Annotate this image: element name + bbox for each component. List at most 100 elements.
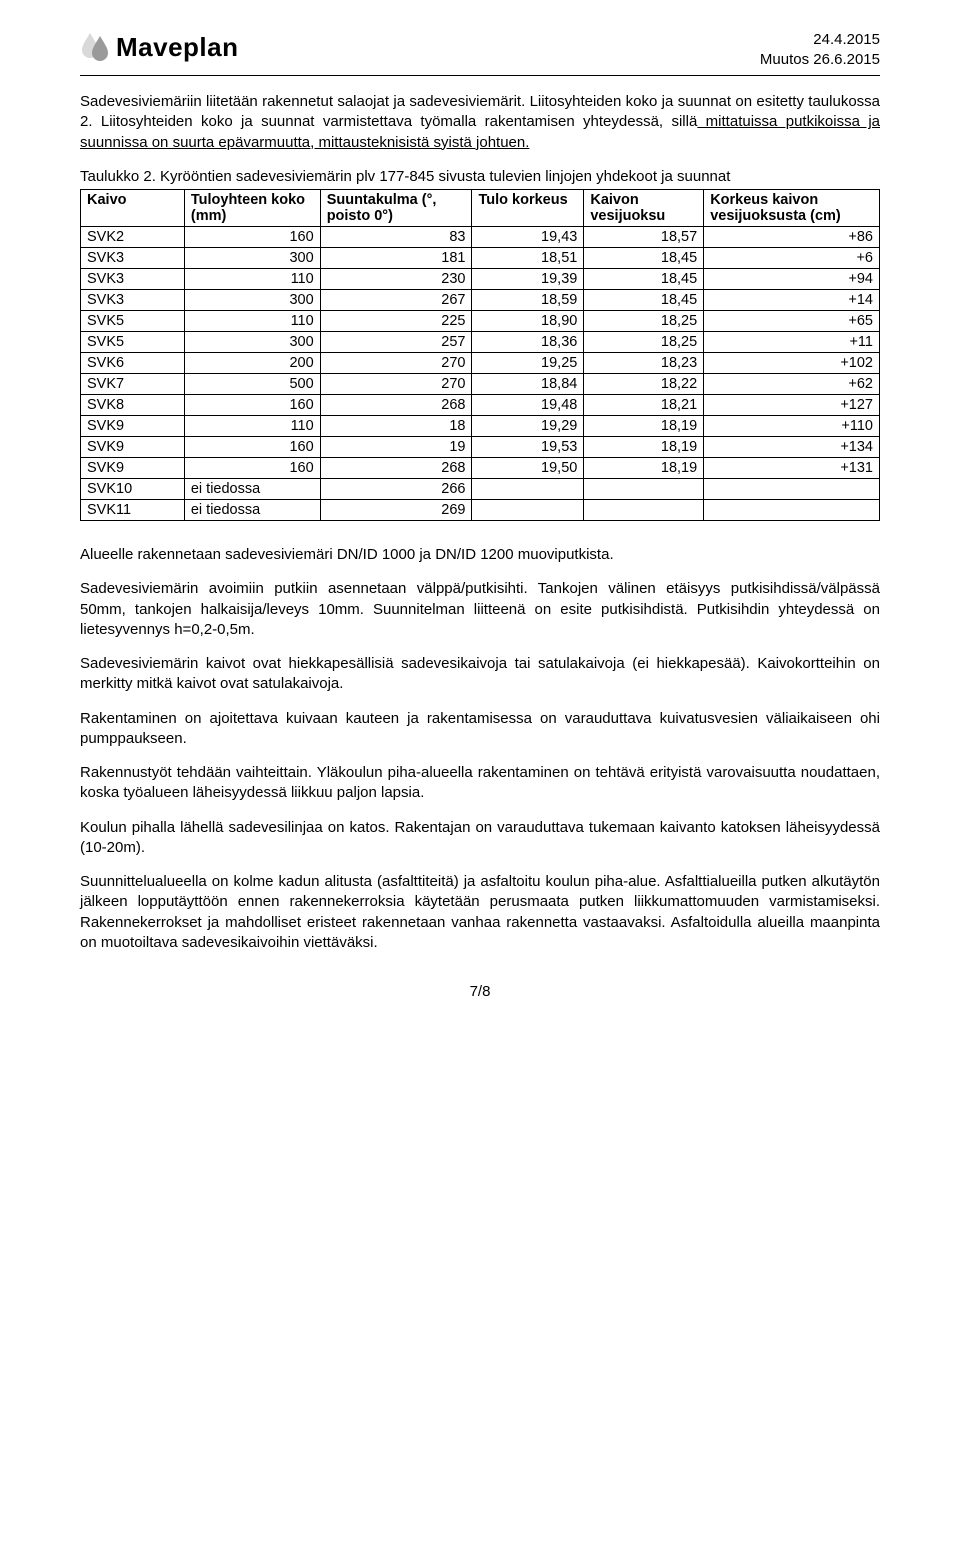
body-paragraph: Rakennustyöt tehdään vaihteittain. Yläko… <box>80 763 880 804</box>
table-cell <box>584 500 704 521</box>
table-cell: 18 <box>320 416 472 437</box>
table-cell: 18,45 <box>584 290 704 311</box>
table-row: SVK330018118,5118,45+6 <box>81 248 880 269</box>
body-paragraph: Sadevesiviemärin kaivot ovat hiekkapesäl… <box>80 654 880 695</box>
body-paragraph: Alueelle rakennetaan sadevesiviemäri DN/… <box>80 545 880 565</box>
table-cell: SVK9 <box>81 437 185 458</box>
brand-logo: Maveplan <box>80 30 239 64</box>
table-cell: 160 <box>184 227 320 248</box>
table-cell: SVK10 <box>81 479 185 500</box>
table-cell: 300 <box>184 248 320 269</box>
table-cell: 110 <box>184 311 320 332</box>
table-row: SVK620027019,2518,23+102 <box>81 353 880 374</box>
table-cell: 19,43 <box>472 227 584 248</box>
table-cell: 18,19 <box>584 416 704 437</box>
body-paragraph: Sadevesiviemärin avoimiin putkiin asenne… <box>80 579 880 640</box>
table-cell: 270 <box>320 353 472 374</box>
table-row: SVK91101819,2918,19+110 <box>81 416 880 437</box>
table-cell: 500 <box>184 374 320 395</box>
table-row: SVK916026819,5018,19+131 <box>81 458 880 479</box>
table-cell: ei tiedossa <box>184 500 320 521</box>
table-cell: 18,45 <box>584 248 704 269</box>
table-cell: 18,25 <box>584 311 704 332</box>
table-caption: Taulukko 2. Kyrööntien sadevesiviemärin … <box>80 167 880 187</box>
table-cell: +102 <box>704 353 880 374</box>
table-cell: 269 <box>320 500 472 521</box>
table-cell: 110 <box>184 416 320 437</box>
table-cell: +94 <box>704 269 880 290</box>
table-cell: 267 <box>320 290 472 311</box>
table-cell: 160 <box>184 395 320 416</box>
table-cell: 225 <box>320 311 472 332</box>
table-cell: SVK7 <box>81 374 185 395</box>
table-cell: 19,25 <box>472 353 584 374</box>
table-cell: +86 <box>704 227 880 248</box>
table-cell: 83 <box>320 227 472 248</box>
table-cell: SVK5 <box>81 332 185 353</box>
table-cell: +62 <box>704 374 880 395</box>
table-cell: 18,59 <box>472 290 584 311</box>
table-row: SVK530025718,3618,25+11 <box>81 332 880 353</box>
column-header: Kaivo <box>81 190 185 227</box>
table-cell: 266 <box>320 479 472 500</box>
column-header: Kaivon vesijuoksu <box>584 190 704 227</box>
body-paragraph: Koulun pihalla lähellä sadevesilinjaa on… <box>80 818 880 859</box>
table-row: SVK91601919,5318,19+134 <box>81 437 880 458</box>
header-dates: 24.4.2015 Muutos 26.6.2015 <box>760 30 880 69</box>
table-cell: 18,21 <box>584 395 704 416</box>
table-cell: 18,84 <box>472 374 584 395</box>
column-header: Tuloyhteen koko (mm) <box>184 190 320 227</box>
table-cell: +6 <box>704 248 880 269</box>
table-cell: 18,19 <box>584 458 704 479</box>
table-cell: 200 <box>184 353 320 374</box>
table-cell: 18,23 <box>584 353 704 374</box>
table-cell: SVK9 <box>81 416 185 437</box>
table-row: SVK511022518,9018,25+65 <box>81 311 880 332</box>
table-row: SVK816026819,4818,21+127 <box>81 395 880 416</box>
table-cell: 18,51 <box>472 248 584 269</box>
table-cell: SVK6 <box>81 353 185 374</box>
table-cell: SVK8 <box>81 395 185 416</box>
table-cell: 19,29 <box>472 416 584 437</box>
date-revision: Muutos 26.6.2015 <box>760 50 880 70</box>
column-header: Korkeus kaivon vesijuoksusta (cm) <box>704 190 880 227</box>
table-row: SVK750027018,8418,22+62 <box>81 374 880 395</box>
table-cell <box>584 479 704 500</box>
table-cell: 160 <box>184 437 320 458</box>
droplet-icon <box>80 30 110 64</box>
body-paragraph: Rakentaminen on ajoitettava kuivaan kaut… <box>80 709 880 750</box>
table-cell: ei tiedossa <box>184 479 320 500</box>
table-cell: 19 <box>320 437 472 458</box>
table-cell: +11 <box>704 332 880 353</box>
table-cell: 18,57 <box>584 227 704 248</box>
intro-paragraph: Sadevesiviemäriin liitetään rakennetut s… <box>80 92 880 153</box>
table-cell: 300 <box>184 290 320 311</box>
table-cell: 19,50 <box>472 458 584 479</box>
table-cell: +127 <box>704 395 880 416</box>
table-cell: +65 <box>704 311 880 332</box>
table-cell: 18,25 <box>584 332 704 353</box>
date-primary: 24.4.2015 <box>760 30 880 50</box>
table-cell: SVK11 <box>81 500 185 521</box>
page-header: Maveplan 24.4.2015 Muutos 26.6.2015 <box>80 30 880 69</box>
table-cell: 18,19 <box>584 437 704 458</box>
table-row: SVK21608319,4318,57+86 <box>81 227 880 248</box>
table-row: SVK11ei tiedossa269 <box>81 500 880 521</box>
table-cell: SVK2 <box>81 227 185 248</box>
table-cell: SVK3 <box>81 248 185 269</box>
table-cell: 18,36 <box>472 332 584 353</box>
table-cell: +110 <box>704 416 880 437</box>
page-number: 7/8 <box>80 983 880 1000</box>
table-cell: 268 <box>320 395 472 416</box>
brand-name: Maveplan <box>116 32 239 63</box>
table-row: SVK10ei tiedossa266 <box>81 479 880 500</box>
table-body: SVK21608319,4318,57+86SVK330018118,5118,… <box>81 227 880 521</box>
body-paragraph: Suunnittelualueella on kolme kadun alitu… <box>80 872 880 953</box>
table-cell: SVK9 <box>81 458 185 479</box>
table-cell: 19,53 <box>472 437 584 458</box>
table-cell <box>704 479 880 500</box>
table-cell: 18,22 <box>584 374 704 395</box>
table-cell: 270 <box>320 374 472 395</box>
table-cell: 230 <box>320 269 472 290</box>
column-header: Suuntakulma (°, poisto 0°) <box>320 190 472 227</box>
